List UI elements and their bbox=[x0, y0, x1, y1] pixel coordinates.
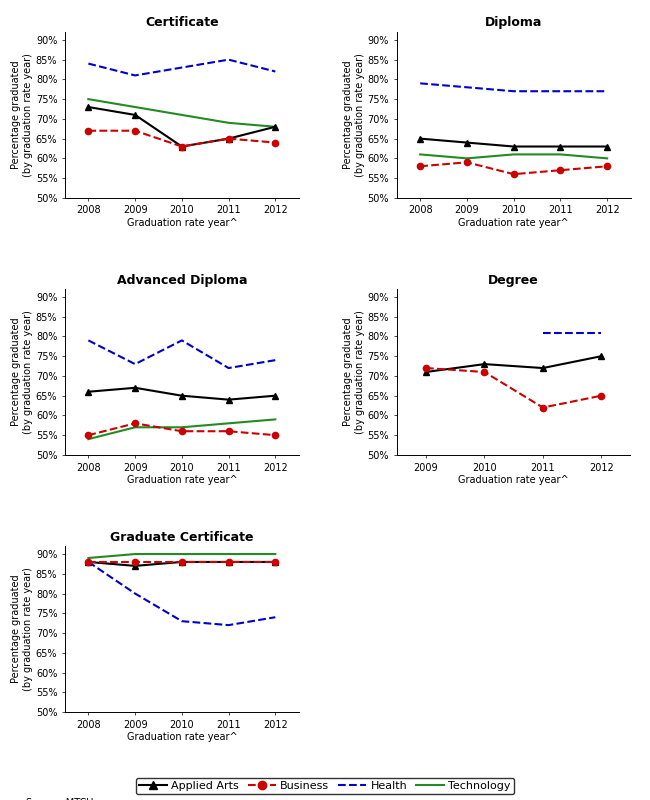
Title: Degree: Degree bbox=[488, 274, 539, 286]
Title: Graduate Certificate: Graduate Certificate bbox=[110, 530, 254, 543]
X-axis label: Graduation rate year^: Graduation rate year^ bbox=[458, 218, 569, 228]
Text: Source: MTCU.: Source: MTCU. bbox=[26, 798, 96, 800]
Y-axis label: Percentage graduated
(by graduation rate year): Percentage graduated (by graduation rate… bbox=[11, 310, 33, 434]
X-axis label: Graduation rate year^: Graduation rate year^ bbox=[127, 475, 237, 486]
Y-axis label: Percentage graduated
(by graduation rate year): Percentage graduated (by graduation rate… bbox=[11, 567, 33, 691]
X-axis label: Graduation rate year^: Graduation rate year^ bbox=[458, 475, 569, 486]
Y-axis label: Percentage graduated
(by graduation rate year): Percentage graduated (by graduation rate… bbox=[343, 310, 365, 434]
X-axis label: Graduation rate year^: Graduation rate year^ bbox=[127, 218, 237, 228]
X-axis label: Graduation rate year^: Graduation rate year^ bbox=[127, 733, 237, 742]
Y-axis label: Percentage graduated
(by graduation rate year): Percentage graduated (by graduation rate… bbox=[343, 53, 365, 177]
Title: Diploma: Diploma bbox=[485, 17, 542, 30]
Title: Certificate: Certificate bbox=[145, 17, 218, 30]
Title: Advanced Diploma: Advanced Diploma bbox=[116, 274, 247, 286]
Legend: Applied Arts, Business, Health, Technology: Applied Arts, Business, Health, Technolo… bbox=[136, 778, 514, 794]
Y-axis label: Percentage graduated
(by graduation rate year): Percentage graduated (by graduation rate… bbox=[11, 53, 33, 177]
